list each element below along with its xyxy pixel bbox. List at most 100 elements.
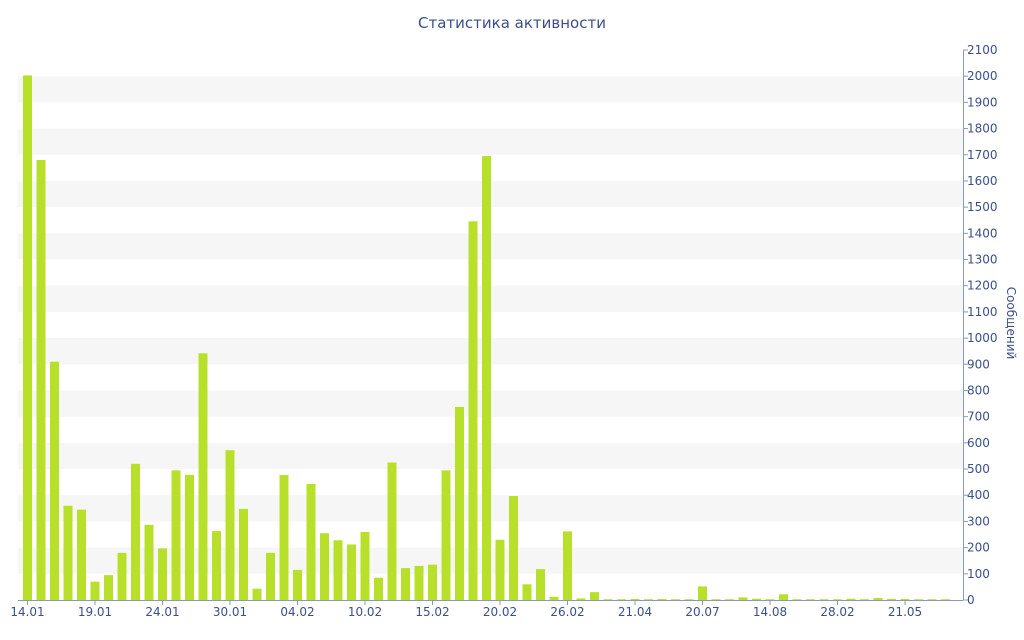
bar <box>725 599 734 600</box>
bar <box>401 568 410 600</box>
bar <box>509 496 518 600</box>
grid-band <box>18 128 963 155</box>
bar <box>644 599 653 600</box>
bar <box>387 462 397 600</box>
bar <box>873 597 883 600</box>
y-tick-label: 500 <box>967 462 990 476</box>
bar <box>104 575 113 600</box>
bar <box>320 533 329 600</box>
bar <box>806 599 815 600</box>
bar <box>36 160 46 600</box>
x-tick-label: 21.04 <box>618 605 652 619</box>
bar <box>77 509 86 600</box>
y-tick-label: 1200 <box>967 279 998 293</box>
x-tick-label: 04.02 <box>280 605 314 619</box>
x-tick-label: 20.07 <box>685 605 719 619</box>
x-tick-label: 24.01 <box>145 605 179 619</box>
bar <box>347 544 356 600</box>
bar <box>914 599 923 600</box>
bar <box>819 599 829 600</box>
y-tick-label: 2000 <box>967 69 998 83</box>
bar <box>900 598 910 600</box>
y-tick-label: 0 <box>967 593 975 607</box>
bar <box>441 470 451 600</box>
bar <box>90 581 100 600</box>
bar <box>374 577 383 600</box>
bar <box>603 599 613 600</box>
bar <box>63 505 73 600</box>
bar <box>212 531 221 600</box>
bar <box>144 524 154 600</box>
x-tick-label: 15.02 <box>415 605 449 619</box>
bar <box>752 598 761 600</box>
bar <box>495 539 505 600</box>
y-tick-label: 1800 <box>967 122 998 136</box>
y-tick-label: 1400 <box>967 226 998 240</box>
bar <box>792 599 802 600</box>
y-tick-label: 1600 <box>967 174 998 188</box>
bar <box>131 463 140 600</box>
bar <box>927 599 937 600</box>
bar <box>50 361 59 600</box>
bar <box>671 599 680 600</box>
bar <box>293 569 302 600</box>
x-tick-label: 28.02 <box>820 605 854 619</box>
bar <box>360 531 370 600</box>
x-tick-label: 26.02 <box>550 605 584 619</box>
bar <box>576 598 586 600</box>
bar <box>279 475 289 600</box>
bar <box>171 470 181 600</box>
bar <box>455 406 464 600</box>
x-tick-label: 20.02 <box>483 605 517 619</box>
bar <box>590 592 599 600</box>
grid-band <box>18 76 963 103</box>
y-tick-label: 1300 <box>967 253 998 267</box>
y-tick-label: 1100 <box>967 305 998 319</box>
y-tick-label: 1900 <box>967 95 998 109</box>
bar <box>941 599 950 600</box>
y-tick-label: 200 <box>967 541 990 555</box>
bar <box>333 540 343 600</box>
y-tick-label: 800 <box>967 383 990 397</box>
y-tick-label: 600 <box>967 436 990 450</box>
y-tick-label: 100 <box>967 567 990 581</box>
bar <box>860 599 869 600</box>
y-tick-label: 300 <box>967 514 990 528</box>
x-tick-label: 14.01 <box>10 605 44 619</box>
x-tick-label: 19.01 <box>78 605 112 619</box>
bar <box>225 450 235 600</box>
bar <box>23 75 32 600</box>
bar <box>657 598 667 600</box>
y-tick-label: 1700 <box>967 148 998 162</box>
x-tick-label: 10.02 <box>348 605 382 619</box>
bar <box>833 599 842 600</box>
y-tick-label: 900 <box>967 357 990 371</box>
bar <box>252 588 262 600</box>
bar <box>630 598 640 600</box>
bar <box>887 598 896 600</box>
chart-title: Статистика активности <box>418 14 606 32</box>
bar <box>738 597 748 600</box>
bar <box>846 598 856 600</box>
bar <box>185 474 194 600</box>
bar <box>779 594 788 600</box>
bar <box>711 599 721 600</box>
bar <box>698 586 707 600</box>
y-tick-label: 1000 <box>967 331 998 345</box>
bar <box>563 531 572 600</box>
bar <box>536 569 545 600</box>
bar <box>522 584 532 600</box>
bar <box>617 599 626 600</box>
y-tick-label: 1500 <box>967 200 998 214</box>
bar <box>428 564 437 600</box>
bar <box>549 596 559 600</box>
x-tick-label: 14.08 <box>753 605 787 619</box>
y-tick-label: 700 <box>967 410 990 424</box>
bar <box>684 599 694 600</box>
bar <box>414 565 424 600</box>
x-tick-label: 30.01 <box>213 605 247 619</box>
x-tick-label: 21.05 <box>888 605 922 619</box>
bar <box>765 599 775 600</box>
bar <box>239 508 248 600</box>
